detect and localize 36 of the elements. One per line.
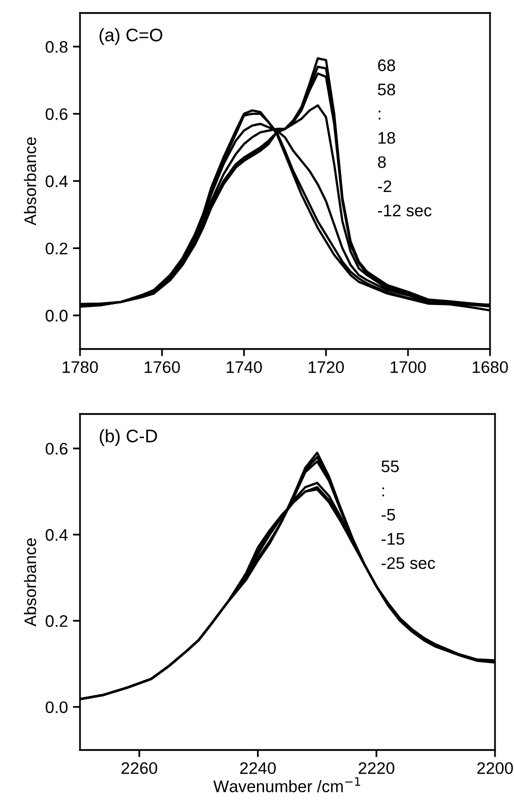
y-axis-title: Absorbance — [24, 538, 36, 626]
annotation: 18 — [378, 132, 396, 144]
y-tick-label: 0.4 — [46, 529, 68, 541]
annotation: -15 — [382, 533, 404, 545]
annotation: -25 sec — [382, 557, 436, 569]
annotation: -12 sec — [378, 204, 432, 216]
x-axis-title: Wavenumber /cm$^{−1}$ — [213, 777, 360, 792]
annotation: : — [378, 110, 380, 120]
annotation: 8 — [378, 156, 386, 168]
text: (b) C-D — [100, 429, 157, 446]
y-tick-label: 0.2 — [46, 615, 68, 627]
y-tick-label: 0.8 — [46, 41, 68, 53]
annotation: : — [382, 487, 384, 496]
y-tick-label: 0.6 — [46, 442, 68, 455]
annotation: -5 — [382, 508, 395, 521]
y-tick-label: 0.2 — [46, 242, 68, 254]
y-tick-label: 0.0 — [46, 310, 68, 322]
x-tick-label: 1780 — [62, 361, 98, 374]
annotation: 58 — [378, 84, 396, 96]
y-axis-title: Absorbance — [24, 137, 36, 226]
y-tick-label: 0.6 — [46, 108, 68, 120]
x-tick-label: 1720 — [308, 361, 344, 374]
x-tick-label: 2240 — [240, 762, 276, 774]
x-tick-label: 1760 — [144, 361, 180, 374]
y-tick-label: 0.4 — [46, 175, 68, 188]
annotation: 55 — [382, 460, 399, 472]
x-tick-label: 2260 — [122, 762, 158, 774]
x-tick-label: 1680 — [472, 361, 508, 374]
annotation: -2 — [378, 180, 392, 192]
x-tick-label: 2220 — [358, 762, 394, 774]
x-tick-label: 2200 — [477, 762, 513, 774]
annotation: 68 — [378, 59, 396, 72]
x-tick-label: 1740 — [226, 361, 262, 374]
x-tick-label: 1700 — [390, 361, 426, 374]
y-tick-label: 0.0 — [46, 701, 68, 714]
text: (a) C=O — [100, 28, 162, 45]
